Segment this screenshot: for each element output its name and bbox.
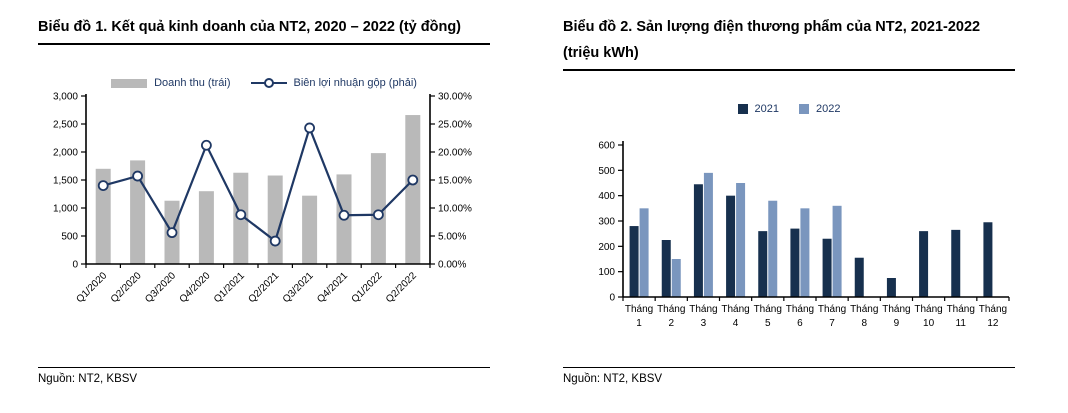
legend-item-margin: Biên lợi nhuận gộp (phải) (250, 77, 417, 90)
svg-text:Tháng: Tháng (625, 304, 653, 315)
chart1-panel: Biểu đồ 1. Kết quả kinh doanh của NT2, 2… (38, 14, 490, 406)
chart2-source: Nguồn: NT2, KBSV (563, 367, 1015, 385)
svg-text:500: 500 (598, 166, 615, 177)
svg-text:Q1/2021: Q1/2021 (212, 270, 247, 305)
svg-text:Q3/2020: Q3/2020 (143, 270, 178, 305)
legend-label-margin: Biên lợi nhuận gộp (phải) (293, 77, 417, 90)
svg-text:0: 0 (609, 293, 615, 304)
svg-text:10: 10 (923, 318, 935, 329)
svg-text:Tháng: Tháng (689, 304, 717, 315)
svg-text:Tháng: Tháng (850, 304, 878, 315)
chart1-title: Biểu đồ 1. Kết quả kinh doanh của NT2, 2… (38, 14, 490, 46)
svg-text:5: 5 (765, 318, 771, 329)
margin-marker-icon (263, 78, 274, 89)
svg-text:Tháng: Tháng (657, 304, 685, 315)
legend-label-2021: 2021 (754, 103, 779, 116)
svg-text:Tháng: Tháng (882, 304, 910, 315)
year-2021-swatch-icon (737, 104, 748, 115)
svg-text:3: 3 (701, 318, 707, 329)
svg-text:2,500: 2,500 (53, 120, 78, 131)
svg-text:2: 2 (668, 318, 674, 329)
svg-text:Tháng: Tháng (914, 304, 942, 315)
svg-text:Q4/2021: Q4/2021 (315, 270, 350, 305)
svg-text:8: 8 (861, 318, 867, 329)
chart1-canvas: 0 500 1,000 1,500 2,000 2,500 3,000 0.00% 5.00% 1… (53, 92, 472, 306)
svg-text:20.00%: 20.00% (438, 148, 472, 159)
svg-text:Q1/2022: Q1/2022 (350, 270, 385, 305)
svg-text:9: 9 (894, 318, 900, 329)
svg-text:Q3/2021: Q3/2021 (281, 270, 316, 305)
svg-text:100: 100 (598, 267, 615, 278)
svg-text:15.00%: 15.00% (438, 176, 472, 187)
svg-text:11: 11 (956, 318, 967, 329)
svg-text:2,000: 2,000 (53, 148, 78, 159)
svg-text:0.00%: 0.00% (438, 260, 466, 271)
svg-text:Q4/2020: Q4/2020 (178, 270, 213, 305)
chart1-legend: Doanh thu (trái) Biên lợi nhuận gộp (phả… (38, 77, 490, 89)
svg-text:Tháng: Tháng (754, 304, 782, 315)
svg-text:25.00%: 25.00% (438, 120, 472, 131)
svg-text:1: 1 (636, 318, 642, 329)
legend-label-2022: 2022 (816, 103, 841, 116)
svg-text:Q2/2021: Q2/2021 (246, 270, 281, 305)
svg-text:30.00%: 30.00% (438, 92, 472, 103)
svg-text:Q2/2020: Q2/2020 (109, 270, 144, 305)
svg-text:1,500: 1,500 (53, 176, 78, 187)
svg-text:400: 400 (598, 191, 615, 202)
svg-text:4: 4 (733, 318, 739, 329)
svg-text:500: 500 (61, 232, 78, 243)
revenue-bar-swatch-icon (111, 78, 148, 88)
svg-text:0: 0 (72, 260, 78, 271)
svg-text:200: 200 (598, 242, 615, 253)
chart2-canvas: 0 100 200 300 400 500 600 Tháng 1 Tháng 2 Tháng 3 Thá… (598, 141, 1010, 329)
svg-text:Tháng: Tháng (818, 304, 846, 315)
year-2022-swatch-icon (799, 104, 809, 115)
svg-text:12: 12 (987, 318, 999, 329)
legend-label-revenue: Doanh thu (trái) (154, 77, 231, 90)
svg-text:Tháng: Tháng (947, 304, 975, 315)
chart2-title: Biểu đồ 2. Sản lượng điện thương phẩm củ… (563, 14, 1015, 72)
svg-text:Q2/2022: Q2/2022 (384, 270, 419, 305)
legend-item-2021: 2021 (737, 103, 779, 116)
chart2-panel: Biểu đồ 2. Sản lượng điện thương phẩm củ… (563, 14, 1015, 406)
legend-item-revenue: Doanh thu (trái) (111, 77, 231, 90)
svg-text:600: 600 (598, 141, 615, 152)
svg-text:1,000: 1,000 (53, 204, 78, 215)
svg-text:Tháng: Tháng (979, 304, 1007, 315)
svg-text:6: 6 (797, 318, 803, 329)
svg-text:5.00%: 5.00% (438, 232, 466, 243)
legend-item-2022: 2022 (799, 103, 840, 115)
svg-text:10.00%: 10.00% (438, 204, 472, 215)
svg-text:Tháng: Tháng (786, 304, 814, 315)
chart2-legend: 2021 2022 (563, 103, 1015, 115)
chart1-source: Nguồn: NT2, KBSV (38, 367, 490, 385)
svg-text:Tháng: Tháng (721, 304, 749, 315)
svg-text:300: 300 (598, 217, 615, 228)
svg-text:7: 7 (829, 318, 835, 329)
svg-text:3,000: 3,000 (53, 92, 78, 103)
svg-text:Q1/2020: Q1/2020 (74, 270, 109, 305)
margin-line-swatch-icon (250, 78, 287, 89)
